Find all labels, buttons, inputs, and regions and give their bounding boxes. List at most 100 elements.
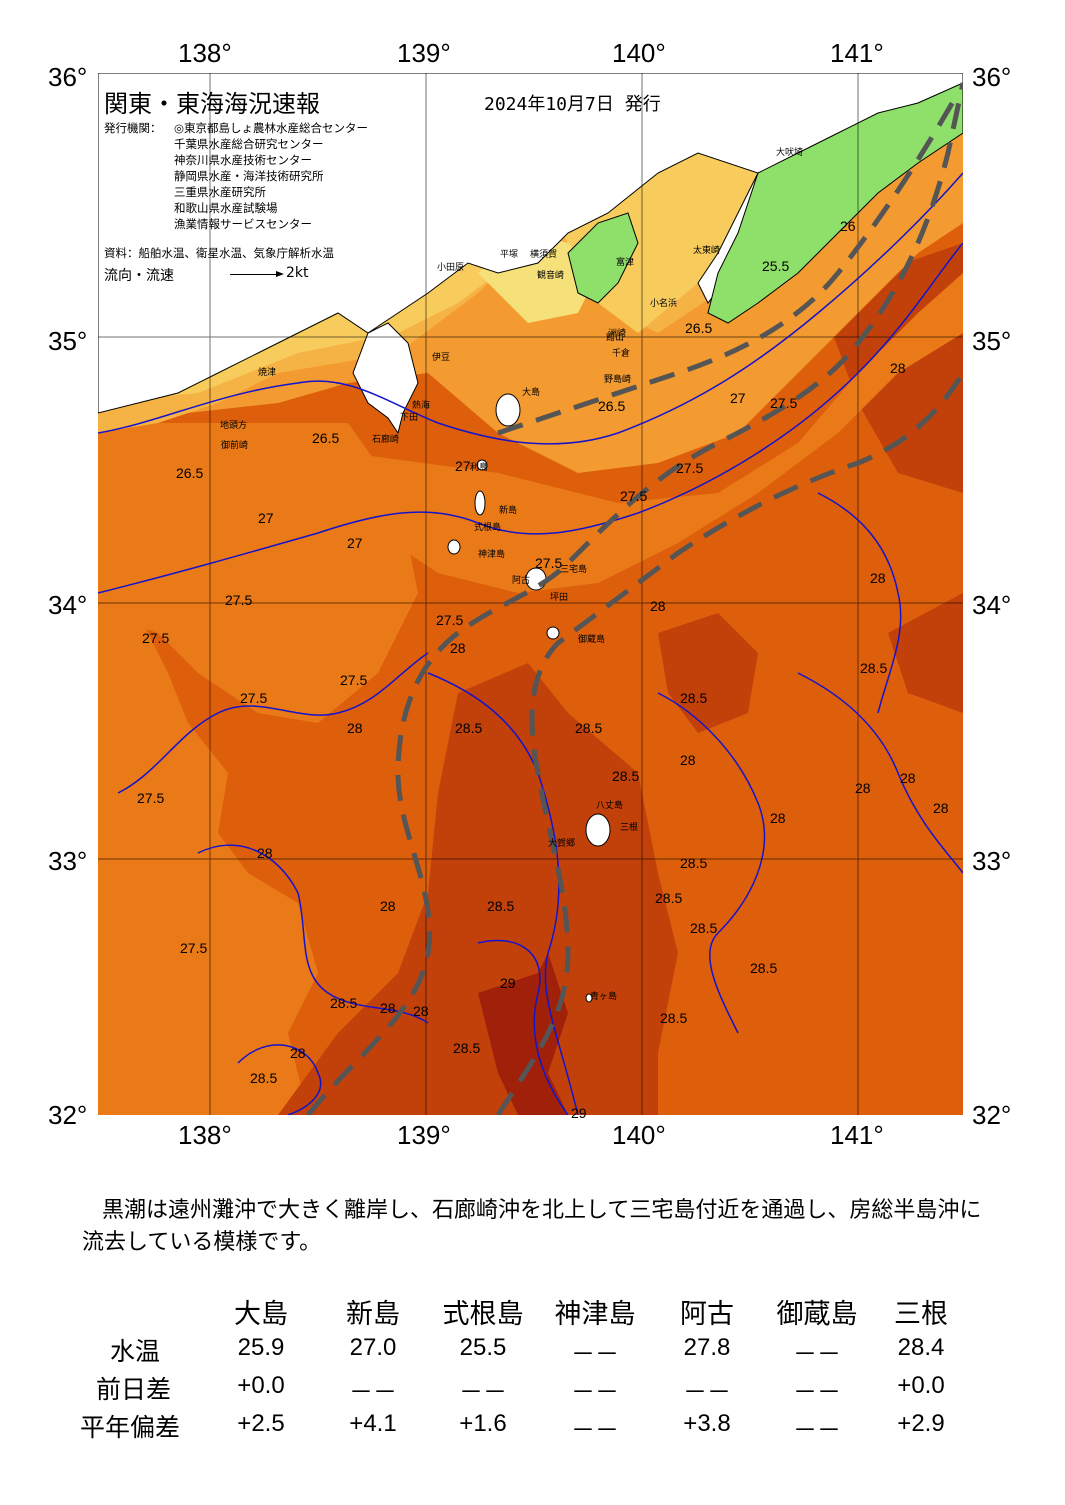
kuroshio-axis-main: [306, 82, 963, 1115]
lon-label-139-top: 139°: [397, 38, 451, 68]
place-name: 観音崎: [537, 271, 565, 281]
place-name: 平塚: [500, 250, 519, 260]
isotherm-label: 25.5: [762, 258, 790, 274]
island-niijima: [474, 490, 486, 516]
place-name: 太東崎: [693, 246, 721, 256]
isotherm-label: 28.5: [575, 720, 603, 736]
place-name: 石廊崎: [372, 435, 400, 445]
table-column-header: 式根島: [442, 1299, 524, 1330]
table-cell: 25.9: [237, 1334, 285, 1361]
table-cell: 27.0: [349, 1334, 397, 1361]
table-column-header: 御蔵島: [776, 1299, 858, 1330]
table-cell: －－: [571, 1341, 619, 1368]
sea-27_5-west: [98, 593, 318, 1115]
current-description: 黒潮は遠州灘沖で大きく離岸し、石廊崎沖を北上して三宅島付近を通過し、房総半島沖に…: [82, 1198, 982, 1255]
isotherm-label: 28: [347, 720, 363, 736]
isotherm-label: 28.5: [860, 660, 888, 676]
lat-label-33-right: 33°: [972, 846, 1012, 876]
place-name: 御蔵島: [578, 635, 606, 645]
table-column-header: 神津島: [554, 1299, 636, 1330]
land-izu: [352, 322, 419, 435]
lat-label-33-left: 33°: [48, 846, 88, 876]
place-name: 八丈島: [596, 801, 624, 811]
table-cell: +0.0: [237, 1372, 285, 1399]
place-name: 洲崎: [608, 329, 627, 339]
lat-label-32-left: 32°: [48, 1100, 88, 1130]
isotherm-label: 28: [413, 1003, 429, 1019]
isotherm-label: 28.5: [330, 995, 358, 1011]
isotherm-label: 28: [450, 640, 466, 656]
agency-item: 漁業情報サービスセンター: [174, 217, 312, 231]
isotherm-label: 28.5: [250, 1070, 278, 1086]
flow-arrow-icon: [230, 271, 284, 277]
agency-item: 和歌山県水産試験場: [174, 201, 278, 215]
isotherm-label: 27: [347, 535, 363, 551]
place-name: 阿古: [512, 576, 531, 586]
table-row-label: 水温: [110, 1337, 161, 1366]
isotherm-label: 29: [571, 1105, 587, 1121]
isotherm-label: 28: [933, 800, 949, 816]
island-hachijojima: [585, 813, 611, 847]
place-name: 三宅島: [560, 565, 588, 575]
table-cell: +4.1: [349, 1410, 397, 1437]
sea-28_5-core: [278, 663, 678, 1115]
isotherm-label: 28: [870, 570, 886, 586]
isotherm-label: 28: [290, 1045, 306, 1061]
lat-label-36-left: 36°: [48, 62, 88, 92]
table-cell: －－: [571, 1417, 619, 1444]
table-cell: －－: [793, 1379, 841, 1406]
lon-label-141-top: 141°: [830, 38, 884, 68]
isotherm-label: 26.5: [312, 430, 340, 446]
isotherm-label: 27.5: [142, 630, 170, 646]
agency-item: 静岡県水産・海洋技術研究所: [174, 169, 324, 183]
table-column-header: 三根: [894, 1299, 948, 1330]
isotherm-label: 29: [500, 975, 516, 991]
isotherm-label: 28.5: [612, 768, 640, 784]
table-cell: 27.8: [683, 1334, 731, 1361]
lat-label-35-left: 35°: [48, 326, 88, 356]
island-toshima: [476, 459, 488, 471]
agency-item: ◎東京都島しょ農林水産総合センター: [174, 121, 369, 135]
table-column-header: 阿古: [680, 1299, 734, 1330]
isotherm-label: 28: [680, 752, 696, 768]
table-row-label: 前日差: [96, 1375, 172, 1404]
isotherm-label: 28.5: [453, 1040, 481, 1056]
place-name: 地頭方: [220, 421, 248, 431]
sea-27_5-west2: [98, 423, 418, 723]
island-kozushima: [447, 539, 461, 555]
place-name: 富津: [616, 258, 635, 268]
agency-item: 三重県水産研究所: [174, 185, 266, 199]
isotherm-label: 28.5: [660, 1010, 688, 1026]
agency-label: 発行機関：: [104, 121, 162, 135]
sea-28_5-east: [658, 613, 758, 733]
place-name: 熱海: [412, 401, 431, 411]
isotherm-label: 27.5: [240, 690, 268, 706]
isotherm-label: 27.5: [180, 940, 208, 956]
lat-label-35-right: 35°: [972, 326, 1012, 356]
lat-label-36-right: 36°: [972, 62, 1012, 92]
lon-label-140-top: 140°: [612, 38, 666, 68]
agency-item: 千葉県水産総合研究センター: [174, 137, 324, 151]
table-cell: －－: [571, 1379, 619, 1406]
island-oshima: [495, 393, 521, 427]
isotherm-label: 26.5: [598, 398, 626, 414]
table-cell: +2.9: [897, 1410, 945, 1437]
agency-block: 発行機関： ◎東京都島しょ農林水産総合センター 千葉県水産総合研究センター 神奈…: [104, 120, 368, 232]
isotherm-label: 26: [840, 218, 856, 234]
place-name: 利島: [470, 463, 489, 473]
lon-label-140-bottom: 140°: [612, 1120, 666, 1150]
agency-item: 神奈川県水産技術センター: [174, 153, 312, 167]
table-cell: 25.5: [459, 1334, 507, 1361]
isotherm-label: 28.5: [690, 920, 718, 936]
lat-label-34-right: 34°: [972, 590, 1012, 620]
place-name: 大賀郷: [548, 839, 576, 849]
isotherm-label: 28: [770, 810, 786, 826]
table-column-header: 大島: [234, 1299, 288, 1330]
isotherm-label: 27.5: [137, 790, 165, 806]
table-cell: －－: [793, 1341, 841, 1368]
map-title: 関東・東海海況速報: [104, 90, 320, 118]
isotherm-label: 27: [258, 510, 274, 526]
isotherm-label: 28: [900, 770, 916, 786]
place-name: 式根島: [474, 523, 502, 533]
lat-label-34-left: 34°: [48, 590, 88, 620]
